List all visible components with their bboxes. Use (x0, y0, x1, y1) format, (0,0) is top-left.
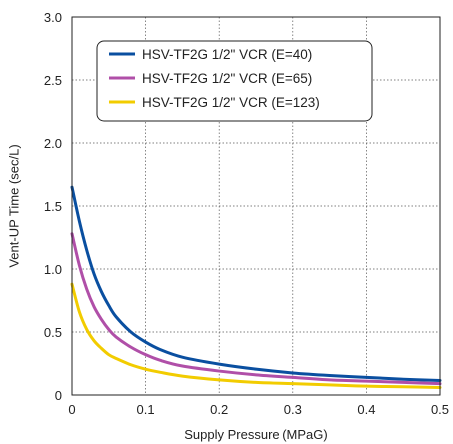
y-tick-label: 0.5 (44, 325, 62, 340)
x-tick-label: 0 (68, 402, 75, 417)
x-tick-label: 0.4 (357, 402, 375, 417)
legend-label-3: HSV-TF2G 1/2" VCR (E=123) (142, 95, 320, 110)
y-tick-label: 0 (55, 388, 62, 403)
x-tick-label: 0.1 (137, 402, 155, 417)
x-tick-labels: 0 0.1 0.2 0.3 0.4 0.5 (68, 402, 449, 417)
legend-box (96, 40, 373, 122)
y-tick-labels: 0 0.5 1.0 1.5 2.0 2.5 3.0 (44, 10, 62, 403)
y-tick-label: 1.5 (44, 199, 62, 214)
series-line-3 (70, 282, 442, 389)
series-lines (70, 185, 442, 389)
y-tick-label: 2.0 (44, 136, 62, 151)
axes (71, 16, 441, 396)
x-tick-label: 0.3 (284, 402, 302, 417)
legend-label-2: HSV-TF2G 1/2" VCR (E=65) (142, 71, 312, 86)
series-line-1 (70, 185, 442, 383)
plot-frame (71, 16, 441, 396)
legend: HSV-TF2G 1/2" VCR (E=40) HSV-TF2G 1/2" VC… (96, 40, 373, 122)
x-axis-label: Supply Pressure (MPaG) (184, 427, 327, 442)
y-tick-label: 3.0 (44, 10, 62, 25)
x-tick-label: 0.2 (210, 402, 228, 417)
y-tick-label: 1.0 (44, 262, 62, 277)
y-tick-label: 2.5 (44, 73, 62, 88)
y-axis-label: Vent-UP Time (sec/L) (6, 144, 21, 267)
legend-label-1: HSV-TF2G 1/2" VCR (E=40) (142, 47, 312, 62)
series-line-2 (70, 232, 442, 386)
x-tick-label: 0.5 (431, 402, 449, 417)
